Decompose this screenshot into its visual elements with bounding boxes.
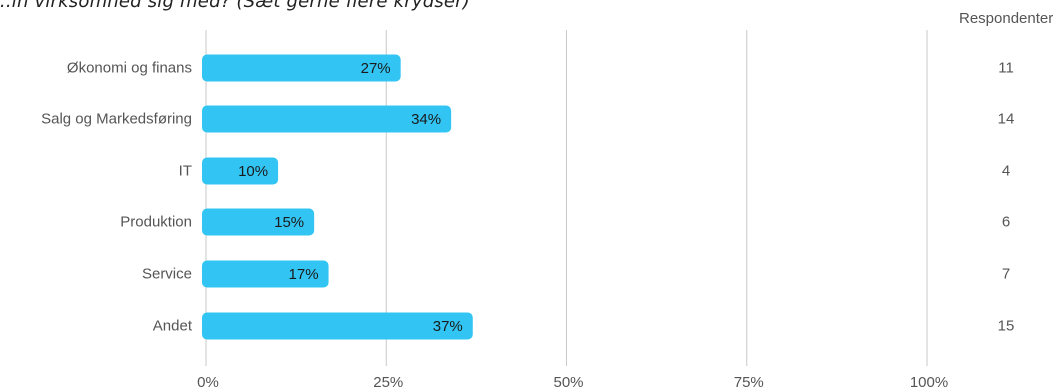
bar xyxy=(202,208,315,236)
category-label: IT xyxy=(178,162,192,180)
category-label: Produktion xyxy=(120,213,192,231)
chart-title: ...in virksomhed sig med? (Sæt gerne fle… xyxy=(0,0,470,12)
category-label: Økonomi og finans xyxy=(66,59,192,77)
x-tick-label: 50% xyxy=(553,374,584,391)
bar-value-label: 34% xyxy=(411,111,441,128)
respondent-count: 11 xyxy=(998,59,1014,77)
respondent-count: 15 xyxy=(997,317,1015,335)
respondent-count: 7 xyxy=(1001,265,1011,283)
respondents-header: Respondenter xyxy=(959,10,1054,27)
x-tick-label: 75% xyxy=(733,374,764,391)
bar xyxy=(202,54,401,82)
bar-value-label: 27% xyxy=(361,60,391,77)
bar-value-label: 17% xyxy=(289,266,319,283)
respondent-count: 14 xyxy=(997,110,1015,128)
category-label: Service xyxy=(141,265,192,283)
bar xyxy=(202,260,329,288)
x-tick-label: 0% xyxy=(197,374,219,391)
bar-value-label: 15% xyxy=(274,214,304,231)
respondent-count: 4 xyxy=(1001,162,1011,180)
bar-value-label: 10% xyxy=(238,163,268,180)
bar xyxy=(202,105,452,133)
bar-value-label: 37% xyxy=(433,318,463,335)
respondent-count: 6 xyxy=(1001,213,1011,231)
category-label: Andet xyxy=(152,317,192,335)
x-tick-label: 25% xyxy=(373,374,404,391)
bar xyxy=(202,312,473,340)
bar xyxy=(202,157,279,185)
x-tick-label: 100% xyxy=(909,374,949,391)
category-label: Salg og Markedsføring xyxy=(41,110,192,128)
